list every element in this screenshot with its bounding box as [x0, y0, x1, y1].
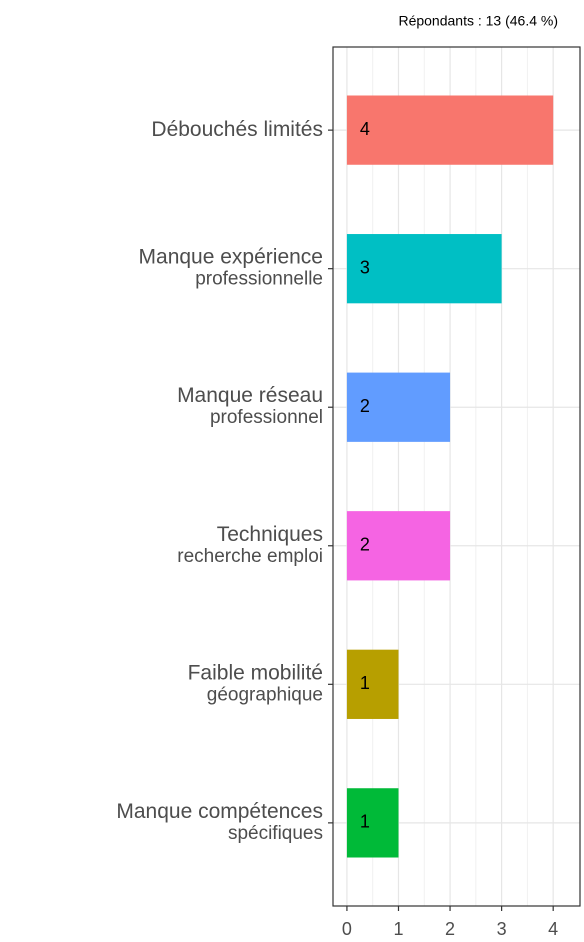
- bar: [346, 788, 399, 858]
- bar: [346, 649, 399, 719]
- bar: [346, 95, 554, 165]
- x-tick-label: 1: [393, 919, 403, 939]
- x-tick-label: 3: [497, 919, 507, 939]
- y-tick-label: Techniques recherche emploi: [177, 522, 323, 566]
- y-tick-label-line: professionnelle: [195, 269, 323, 290]
- y-tick-label: Faible mobilité géographique: [188, 661, 323, 705]
- value-label: 4: [360, 119, 370, 139]
- panel-border: [332, 46, 581, 907]
- bar: [346, 234, 502, 304]
- y-tick-label-line: Manque compétences: [116, 799, 323, 822]
- value-label: 1: [360, 812, 370, 832]
- y-tick-label: Débouchés limités: [151, 118, 323, 141]
- subtitle: Répondants : 13 (46.4 %): [398, 13, 558, 29]
- y-tick-label: Manque compétences spécifiques: [116, 799, 323, 843]
- panel: [333, 47, 580, 906]
- value-label: 2: [360, 396, 370, 416]
- y-tick-label-line: Manque expérience: [139, 245, 323, 268]
- value-label: 1: [360, 673, 370, 693]
- value-label: 2: [360, 535, 370, 555]
- bar: [346, 511, 451, 581]
- y-tick-label: Manque réseau professionnel: [177, 384, 323, 428]
- bar: [346, 372, 451, 442]
- y-tick-label-line: spécifiques: [228, 823, 323, 844]
- x-tick-label: 2: [445, 919, 455, 939]
- x-tick-label: 4: [548, 919, 558, 939]
- y-tick-label-line: géographique: [207, 684, 323, 705]
- y-tick-label-line: professionnel: [210, 407, 323, 428]
- y-tick-label-line: Faible mobilité: [188, 661, 323, 684]
- value-label: 3: [360, 257, 370, 277]
- y-tick-label-line: Techniques: [217, 522, 323, 545]
- y-tick-label-line: Débouchés limités: [151, 118, 323, 141]
- x-tick-label: 0: [342, 919, 352, 939]
- y-tick-label-line: recherche emploi: [177, 546, 323, 567]
- y-tick-label-line: Manque réseau: [177, 384, 323, 407]
- y-tick-label: Manque expérience professionnelle: [139, 245, 323, 289]
